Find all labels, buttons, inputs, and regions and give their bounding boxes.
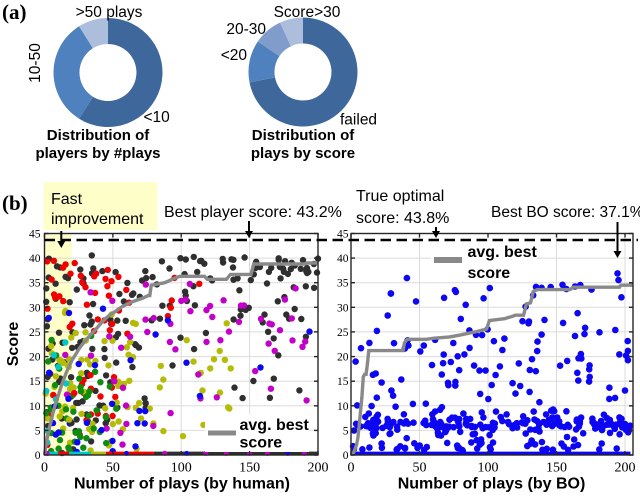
svg-text:50: 50 xyxy=(106,461,120,476)
svg-text:5: 5 xyxy=(35,425,41,437)
svg-text:avg. best: avg. best xyxy=(468,244,538,261)
svg-text:25: 25 xyxy=(337,327,349,339)
svg-text:score: score xyxy=(468,265,511,282)
svg-text:>50 plays: >50 plays xyxy=(76,4,143,21)
svg-text:15: 15 xyxy=(29,376,41,388)
svg-text:40: 40 xyxy=(29,253,41,265)
svg-text:30: 30 xyxy=(29,302,41,314)
svg-text:Number of plays (by BO): Number of plays (by BO) xyxy=(398,476,586,493)
svg-text:Number of plays (by human): Number of plays (by human) xyxy=(74,476,290,493)
svg-text:15: 15 xyxy=(337,376,349,388)
svg-text:45: 45 xyxy=(337,229,349,241)
svg-text:10: 10 xyxy=(337,401,349,413)
svg-text:avg. best: avg. best xyxy=(240,417,310,434)
svg-text:(a): (a) xyxy=(2,0,27,24)
svg-text:45: 45 xyxy=(29,229,41,241)
svg-text:35: 35 xyxy=(29,278,41,290)
svg-text:(b): (b) xyxy=(2,191,28,215)
svg-text:40: 40 xyxy=(337,253,349,265)
svg-text:100: 100 xyxy=(171,461,192,476)
svg-text:20-30: 20-30 xyxy=(226,21,266,38)
svg-text:50: 50 xyxy=(413,461,427,476)
svg-text:Distribution of: Distribution of xyxy=(252,127,355,144)
svg-text:5: 5 xyxy=(343,425,349,437)
svg-text:0: 0 xyxy=(348,461,355,476)
svg-text:0: 0 xyxy=(35,450,41,462)
svg-text:True optimal: True optimal xyxy=(356,188,444,205)
svg-text:30: 30 xyxy=(337,302,349,314)
svg-text:100: 100 xyxy=(478,461,499,476)
svg-text:0: 0 xyxy=(343,450,349,462)
svg-text:200: 200 xyxy=(308,461,329,476)
svg-text:Score: Score xyxy=(5,322,22,367)
svg-text:score: 43.8%: score: 43.8% xyxy=(356,210,449,227)
svg-text:20: 20 xyxy=(29,352,41,364)
svg-text:<10: <10 xyxy=(144,109,171,126)
svg-text:Score>30: Score>30 xyxy=(274,4,341,21)
svg-text:Best player score: 43.2%: Best player score: 43.2% xyxy=(164,204,342,221)
svg-text:Best BO score: 37.1%: Best BO score: 37.1% xyxy=(491,204,640,221)
svg-text:10: 10 xyxy=(29,401,41,413)
svg-text:25: 25 xyxy=(29,327,41,339)
svg-text:<20: <20 xyxy=(221,47,248,64)
svg-text:score: score xyxy=(240,435,283,452)
svg-text:plays by score: plays by score xyxy=(251,145,355,162)
svg-text:35: 35 xyxy=(337,278,349,290)
svg-text:10-50: 10-50 xyxy=(27,43,44,83)
svg-text:150: 150 xyxy=(546,461,567,476)
svg-text:200: 200 xyxy=(615,461,636,476)
svg-text:Distribution of: Distribution of xyxy=(47,127,150,144)
svg-text:150: 150 xyxy=(239,461,260,476)
svg-text:failed: failed xyxy=(340,112,377,129)
svg-text:players by #plays: players by #plays xyxy=(35,145,160,162)
svg-text:0: 0 xyxy=(41,461,48,476)
svg-text:Fast: Fast xyxy=(51,191,83,208)
svg-text:20: 20 xyxy=(337,352,349,364)
svg-text:improvement: improvement xyxy=(51,211,144,228)
